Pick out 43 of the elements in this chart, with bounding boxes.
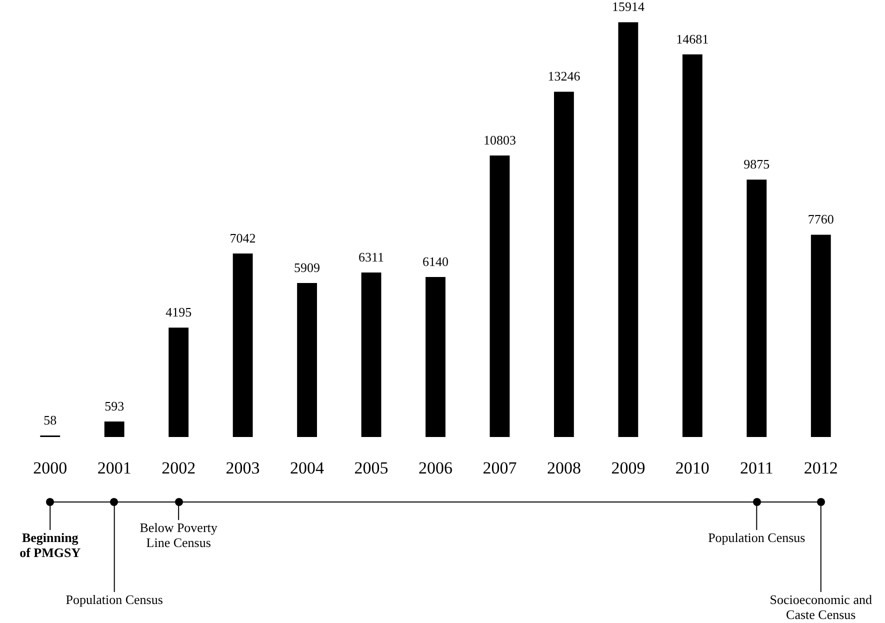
bar bbox=[490, 155, 510, 437]
bar bbox=[426, 276, 446, 437]
bar bbox=[810, 234, 831, 437]
data-label: 13246 bbox=[548, 68, 581, 84]
x-tick-label: 2010 bbox=[675, 458, 710, 478]
x-tick-label: 2009 bbox=[611, 458, 646, 478]
annotation: Population Census bbox=[708, 530, 806, 545]
data-label: 15914 bbox=[612, 0, 645, 14]
data-label: 9875 bbox=[744, 156, 770, 172]
x-tick-label: 2003 bbox=[226, 458, 260, 478]
data-label: 6311 bbox=[358, 249, 384, 264]
data-label: 4195 bbox=[166, 304, 192, 320]
annotation: Population Census bbox=[66, 592, 163, 607]
x-tick-label: 2006 bbox=[418, 458, 452, 478]
x-tick-label: 2002 bbox=[162, 458, 196, 478]
data-label: 58 bbox=[44, 412, 57, 428]
data-label: 593 bbox=[104, 398, 124, 414]
annotation: Socioeconomic and Caste Census bbox=[770, 592, 872, 622]
x-tick-label: 2005 bbox=[354, 458, 388, 478]
data-label: 6140 bbox=[422, 254, 448, 269]
bar bbox=[297, 282, 317, 437]
bar bbox=[104, 422, 124, 437]
x-tick-label: 2012 bbox=[804, 458, 838, 478]
annotation: Below Poverty Line Census bbox=[140, 520, 218, 550]
x-tick-label: 2000 bbox=[33, 458, 68, 478]
bar bbox=[232, 253, 253, 437]
data-label: 10803 bbox=[483, 132, 516, 148]
annotation: Beginning of PMGSY bbox=[20, 530, 82, 560]
data-label: 7760 bbox=[808, 212, 834, 227]
data-label: 7042 bbox=[230, 230, 256, 246]
bar bbox=[361, 272, 382, 437]
data-label: 14681 bbox=[676, 31, 709, 46]
x-tick-label: 2008 bbox=[546, 458, 581, 478]
x-tick-label: 2007 bbox=[482, 458, 518, 478]
bar bbox=[746, 180, 767, 437]
x-tick-label: 2011 bbox=[740, 458, 774, 478]
bar bbox=[554, 92, 574, 437]
x-tick-label: 2001 bbox=[97, 458, 132, 478]
bar bbox=[682, 54, 702, 437]
bar bbox=[168, 328, 189, 437]
data-label: 5909 bbox=[294, 260, 320, 275]
x-tick-label: 2004 bbox=[290, 458, 325, 478]
bar bbox=[618, 22, 638, 437]
